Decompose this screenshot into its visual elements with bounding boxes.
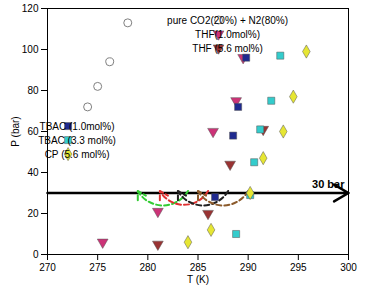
svg-text:300: 300 bbox=[340, 262, 357, 273]
svg-text:TBAC (3.3 mol%): TBAC (3.3 mol%) bbox=[38, 135, 116, 146]
svg-text:T (K): T (K) bbox=[187, 274, 209, 285]
svg-text:CP (5.6 mol%): CP (5.6 mol%) bbox=[45, 149, 110, 160]
svg-text:80: 80 bbox=[27, 85, 39, 96]
svg-text:THF (5.6 mol%): THF (5.6 mol%) bbox=[192, 43, 263, 54]
svg-text:120: 120 bbox=[22, 3, 39, 14]
svg-text:280: 280 bbox=[139, 262, 156, 273]
svg-text:40: 40 bbox=[27, 167, 39, 178]
svg-text:20: 20 bbox=[27, 208, 39, 219]
svg-text:275: 275 bbox=[89, 262, 106, 273]
svg-text:0: 0 bbox=[33, 249, 39, 260]
svg-text:60: 60 bbox=[27, 125, 39, 137]
svg-text:295: 295 bbox=[290, 262, 307, 273]
svg-text:100: 100 bbox=[22, 44, 39, 55]
svg-text:270: 270 bbox=[39, 262, 56, 273]
svg-text:30 bar: 30 bar bbox=[312, 178, 345, 190]
svg-text:TBAC (1.0mol%): TBAC (1.0mol%) bbox=[40, 121, 115, 132]
svg-text:285: 285 bbox=[190, 262, 207, 273]
svg-text:pure CO2(20%) + N2(80%): pure CO2(20%) + N2(80%) bbox=[167, 15, 288, 26]
svg-text:THF(1.0mol%): THF(1.0mol%) bbox=[195, 29, 260, 40]
svg-text:P (bar): P (bar) bbox=[10, 116, 21, 146]
svg-text:290: 290 bbox=[240, 262, 257, 273]
